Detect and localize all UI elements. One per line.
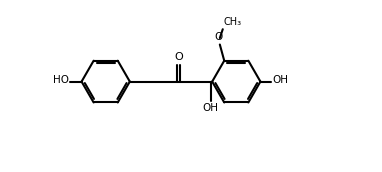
Text: O: O	[215, 32, 223, 42]
Text: O: O	[174, 52, 183, 62]
Text: HO: HO	[53, 75, 69, 85]
Text: OH: OH	[203, 103, 219, 113]
Text: OH: OH	[272, 75, 288, 85]
Text: CH₃: CH₃	[224, 18, 242, 28]
